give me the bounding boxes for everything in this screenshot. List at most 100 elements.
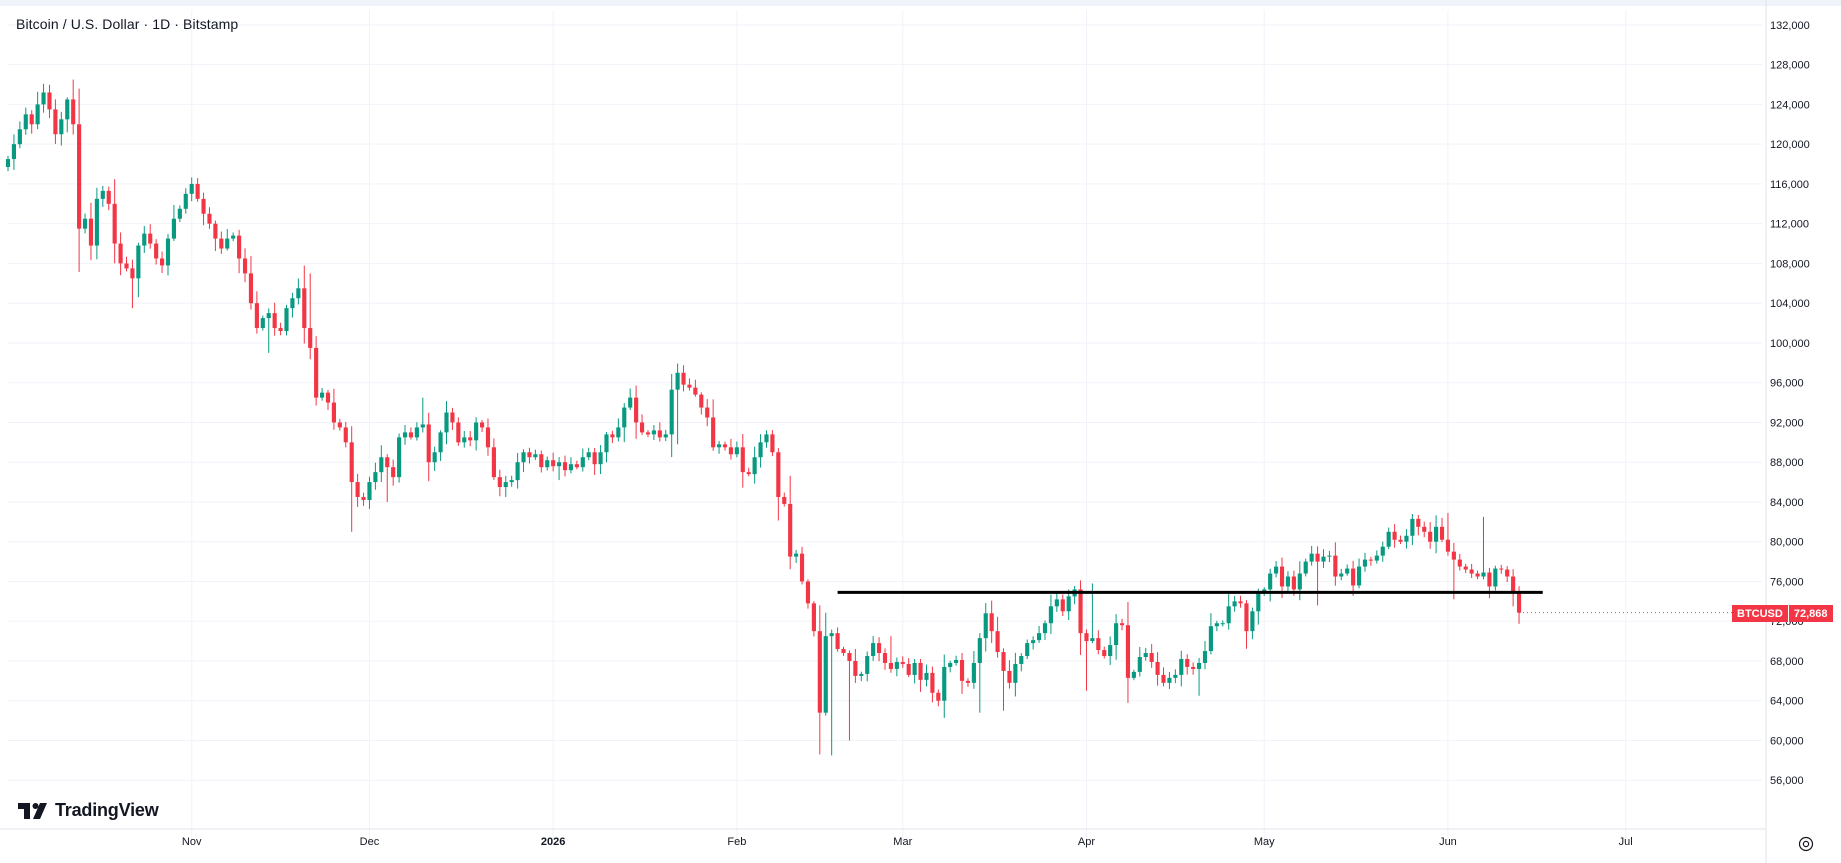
candle-body: [1167, 677, 1172, 683]
candle-body: [1303, 561, 1308, 574]
candle-body: [722, 444, 728, 448]
y-tick-label: 80,000: [1770, 537, 1804, 549]
candle-body: [657, 430, 662, 438]
candle-body: [1274, 566, 1279, 574]
price-badge-value: 72,868: [1788, 604, 1833, 622]
candle-body: [112, 203, 117, 244]
candle-body: [1457, 559, 1462, 567]
x-tick-label: Apr: [1078, 836, 1095, 848]
candle-body: [1202, 651, 1208, 663]
tradingview-wordmark: TradingView: [55, 800, 159, 820]
y-tick-label: 84,000: [1770, 497, 1804, 509]
candle-body: [432, 452, 437, 463]
candle-body: [1125, 625, 1131, 678]
candle-body: [278, 328, 283, 332]
candle-body: [817, 631, 822, 713]
candle-body: [438, 432, 443, 453]
grid: [8, 10, 1762, 840]
candle-body: [545, 460, 550, 468]
candle-body: [1143, 653, 1148, 658]
candle-body: [1060, 599, 1065, 612]
candle-body: [1356, 566, 1362, 586]
candle-body: [159, 258, 165, 266]
candle-body: [681, 372, 686, 385]
candle-body: [485, 427, 491, 448]
candle-body: [402, 432, 408, 438]
candle-body: [1025, 643, 1030, 657]
candle-body: [930, 672, 935, 693]
candle-body: [302, 288, 307, 329]
tradingview-logo[interactable]: TradingView: [18, 800, 159, 821]
candle-body: [456, 422, 461, 443]
candle-body: [1463, 566, 1468, 570]
candle-body: [871, 643, 876, 657]
candle-body: [711, 417, 716, 448]
candle-body: [1036, 633, 1042, 641]
price-badge-symbol: BTCUSD: [1732, 604, 1789, 622]
candle-body: [1297, 573, 1302, 590]
candle-body: [242, 258, 248, 274]
candle-body: [954, 659, 959, 663]
candle-body: [1291, 576, 1296, 590]
candle-body: [1451, 551, 1456, 560]
candle-body: [1428, 531, 1433, 542]
tradingview-logo-icon: [18, 802, 47, 819]
candle-body: [201, 198, 206, 214]
candle-body: [213, 223, 218, 239]
candle-body: [314, 347, 319, 398]
candle-body: [1196, 662, 1202, 669]
candle-body: [1019, 656, 1024, 664]
x-tick-label: Nov: [182, 836, 202, 848]
candle-body: [687, 384, 692, 388]
candle-body: [811, 603, 816, 632]
candle-body: [746, 472, 751, 475]
candle-body: [942, 666, 947, 701]
candle-body: [882, 653, 888, 663]
candle-body: [1232, 601, 1237, 607]
candle-body: [1386, 531, 1391, 547]
y-tick-label: 116,000: [1770, 179, 1809, 191]
candle-body: [628, 397, 633, 408]
candle-body: [1220, 623, 1225, 625]
candle-body: [1179, 658, 1184, 675]
candle-body: [1119, 623, 1125, 626]
candle-body: [1042, 623, 1048, 634]
candle-body: [1013, 663, 1018, 683]
candle-body: [1191, 666, 1196, 669]
candle-body: [1173, 674, 1178, 678]
candle-body: [1048, 606, 1053, 624]
candle-body: [823, 636, 828, 713]
candle-body: [1434, 526, 1439, 542]
candle-body: [562, 462, 568, 471]
candle-body: [586, 452, 591, 458]
candle-body: [1001, 652, 1006, 671]
candle-body: [1214, 623, 1219, 627]
candle-body: [77, 124, 82, 229]
candle-body: [764, 434, 769, 443]
y-tick-label: 64,000: [1770, 696, 1804, 708]
candle-body: [94, 198, 99, 246]
candle-body: [373, 472, 378, 483]
candle-body: [219, 238, 224, 249]
candle-body: [663, 434, 668, 438]
gear-icon[interactable]: [1797, 835, 1815, 853]
candle-body: [989, 613, 994, 632]
candle-body: [894, 661, 899, 669]
candle-body: [148, 233, 153, 244]
candle-body: [1268, 573, 1273, 590]
candle-body: [551, 460, 556, 467]
candle-body: [1511, 576, 1516, 594]
candle-body: [106, 190, 111, 204]
candle-body: [1499, 568, 1504, 570]
candle-body: [948, 662, 953, 667]
candle-body: [1410, 518, 1415, 536]
candle-body: [1380, 546, 1385, 556]
candle-body: [225, 238, 230, 249]
candle-body: [420, 424, 425, 428]
candle-body: [799, 553, 805, 582]
candle-body: [965, 680, 971, 683]
candle-body: [1090, 638, 1095, 642]
candle-body: [1161, 674, 1166, 683]
candle-body: [1031, 640, 1036, 644]
